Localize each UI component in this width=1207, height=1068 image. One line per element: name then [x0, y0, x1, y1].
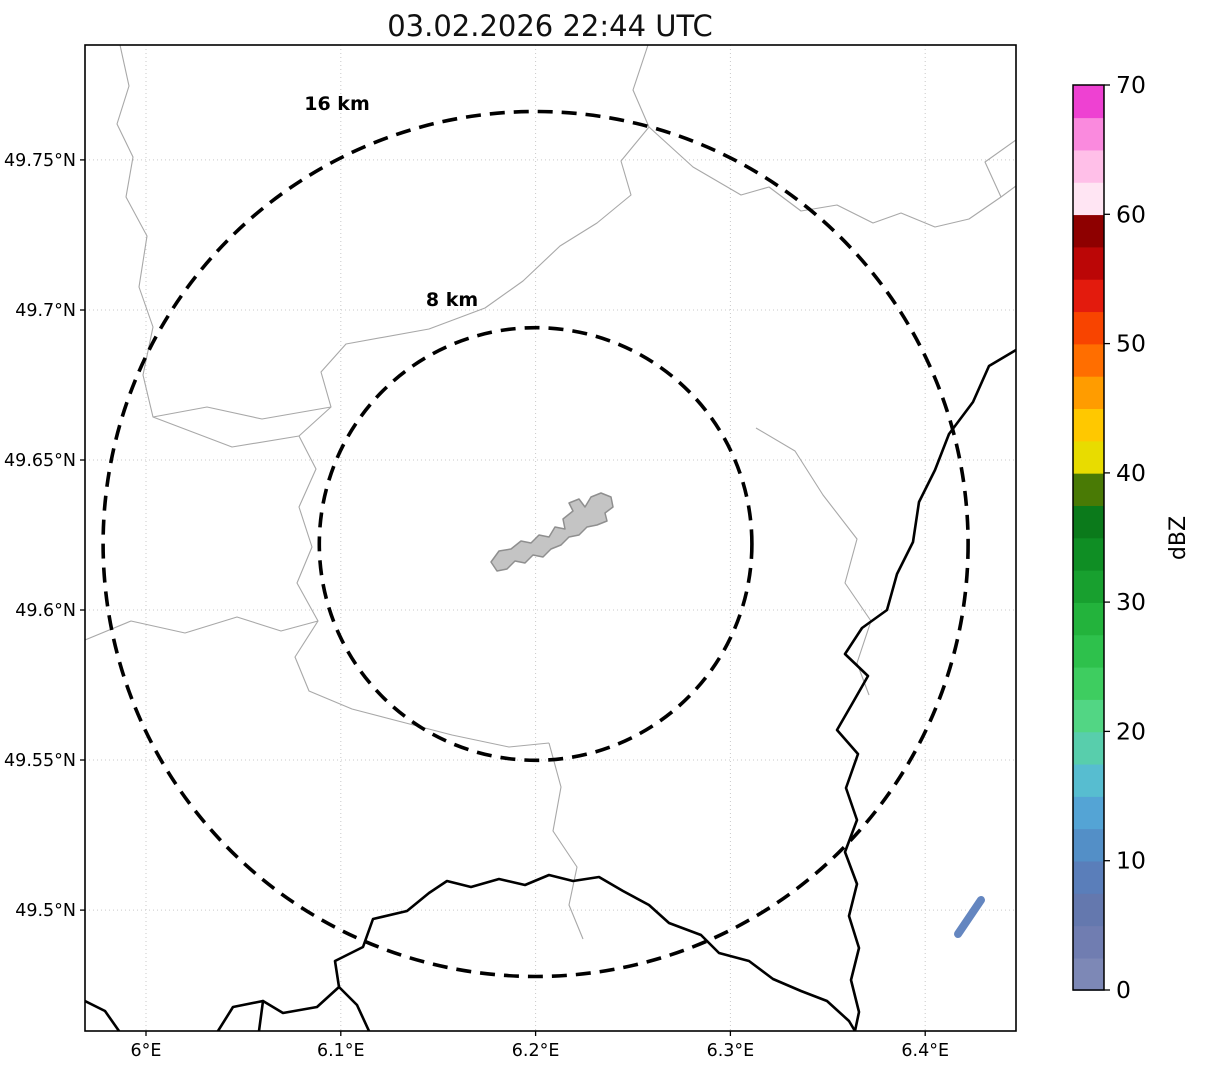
country-border-line — [216, 873, 857, 1031]
admin-boundary-lines — [85, 45, 1016, 940]
colorbar-segment — [1073, 375, 1104, 410]
range-ring-8km-label: 8 km — [426, 289, 478, 311]
colorbar-tick-label: 40 — [1116, 459, 1146, 487]
city-outline-polygon — [490, 492, 614, 572]
range-rings — [101, 109, 970, 979]
admin-boundary-line — [984, 139, 1016, 198]
admin-boundary-line — [548, 742, 584, 940]
colorbar-segment — [1073, 569, 1104, 603]
colorbar-segment — [1073, 763, 1104, 797]
colorbar-segment — [1073, 440, 1104, 474]
colorbar-segment — [1073, 537, 1104, 571]
colorbar-tick-label: 50 — [1116, 330, 1146, 358]
colorbar-segment — [1073, 602, 1104, 636]
colorbar-segment — [1073, 214, 1104, 248]
x-tick-label: 6.4°E — [901, 1041, 949, 1061]
colorbar-tick-label: 70 — [1116, 71, 1146, 99]
admin-boundary-line — [152, 406, 332, 420]
colorbar-segment — [1073, 181, 1104, 216]
colorbar-segment — [1073, 246, 1104, 280]
admin-boundary-line — [648, 126, 1016, 228]
x-tick-label: 6.1°E — [317, 1041, 365, 1061]
colorbar-tick-label: 0 — [1116, 976, 1131, 1004]
x-axis: 6°E 6.1°E 6.2°E 6.3°E 6.4°E — [131, 1031, 949, 1061]
colorbar-segment — [1073, 957, 1104, 991]
colorbar-segment — [1073, 925, 1104, 959]
y-tick-label: 49.5°N — [15, 901, 76, 921]
y-tick-label: 49.6°N — [15, 601, 76, 621]
colorbar-segment — [1073, 505, 1104, 539]
colorbar-segment — [1073, 311, 1104, 345]
x-tick-label: 6.3°E — [707, 1041, 755, 1061]
colorbar-segment — [1073, 343, 1104, 377]
plot-border — [84, 44, 1017, 1032]
admin-boundary-line — [294, 435, 550, 748]
range-ring-16km — [101, 109, 970, 979]
colorbar-segment — [1073, 699, 1104, 733]
y-tick-label: 49.7°N — [15, 301, 76, 321]
colorbar-tick-label: 20 — [1116, 717, 1146, 745]
colorbar: 0 10 20 30 40 50 60 70 — [1072, 71, 1146, 1004]
colorbar-segment — [1073, 117, 1104, 151]
colorbar-segment — [1073, 278, 1104, 313]
colorbar-tick-label: 30 — [1116, 588, 1146, 616]
colorbar-segment — [1073, 85, 1104, 119]
river-line — [835, 348, 1016, 1031]
y-tick-label: 49.75°N — [4, 151, 76, 171]
y-axis: 49.75°N 49.7°N 49.65°N 49.6°N 49.55°N 49.5°N — [4, 151, 85, 921]
map-content — [85, 45, 1016, 1031]
colorbar-border — [1072, 84, 1105, 991]
colorbar-segment — [1073, 828, 1104, 862]
admin-boundary-line — [85, 616, 319, 641]
country-border-branch — [257, 999, 265, 1031]
radar-echo — [954, 896, 985, 938]
colorbar-segment — [1073, 634, 1104, 668]
colorbar-axis-label: dBZ — [1166, 516, 1191, 560]
colorbar-segment — [1073, 472, 1104, 506]
colorbar-segment — [1073, 796, 1104, 830]
x-tick-label: 6.2°E — [512, 1041, 560, 1061]
admin-boundary-line — [116, 45, 300, 448]
grid-lines — [85, 45, 1016, 1031]
plot-title: 03.02.2026 22:44 UTC — [387, 9, 713, 43]
colorbar-segment — [1073, 149, 1104, 183]
colorbar-segment — [1073, 860, 1104, 894]
admin-boundary-line — [298, 45, 650, 437]
x-tick-label: 6°E — [131, 1041, 162, 1061]
y-tick-label: 49.55°N — [4, 751, 76, 771]
colorbar-segment — [1073, 893, 1104, 927]
colorbar-tick-label: 60 — [1116, 200, 1146, 228]
colorbar-segment — [1073, 408, 1104, 442]
y-tick-label: 49.65°N — [4, 451, 76, 471]
range-ring-16km-label: 16 km — [304, 93, 370, 115]
range-ring-8km — [317, 325, 754, 763]
border-corner-line — [85, 999, 121, 1031]
border-river-lines — [85, 348, 1016, 1031]
colorbar-segment — [1073, 731, 1104, 765]
admin-boundary-line — [755, 427, 872, 696]
colorbar-segment — [1073, 666, 1104, 700]
colorbar-tick-label: 10 — [1116, 847, 1146, 875]
country-border-branch — [337, 985, 371, 1031]
